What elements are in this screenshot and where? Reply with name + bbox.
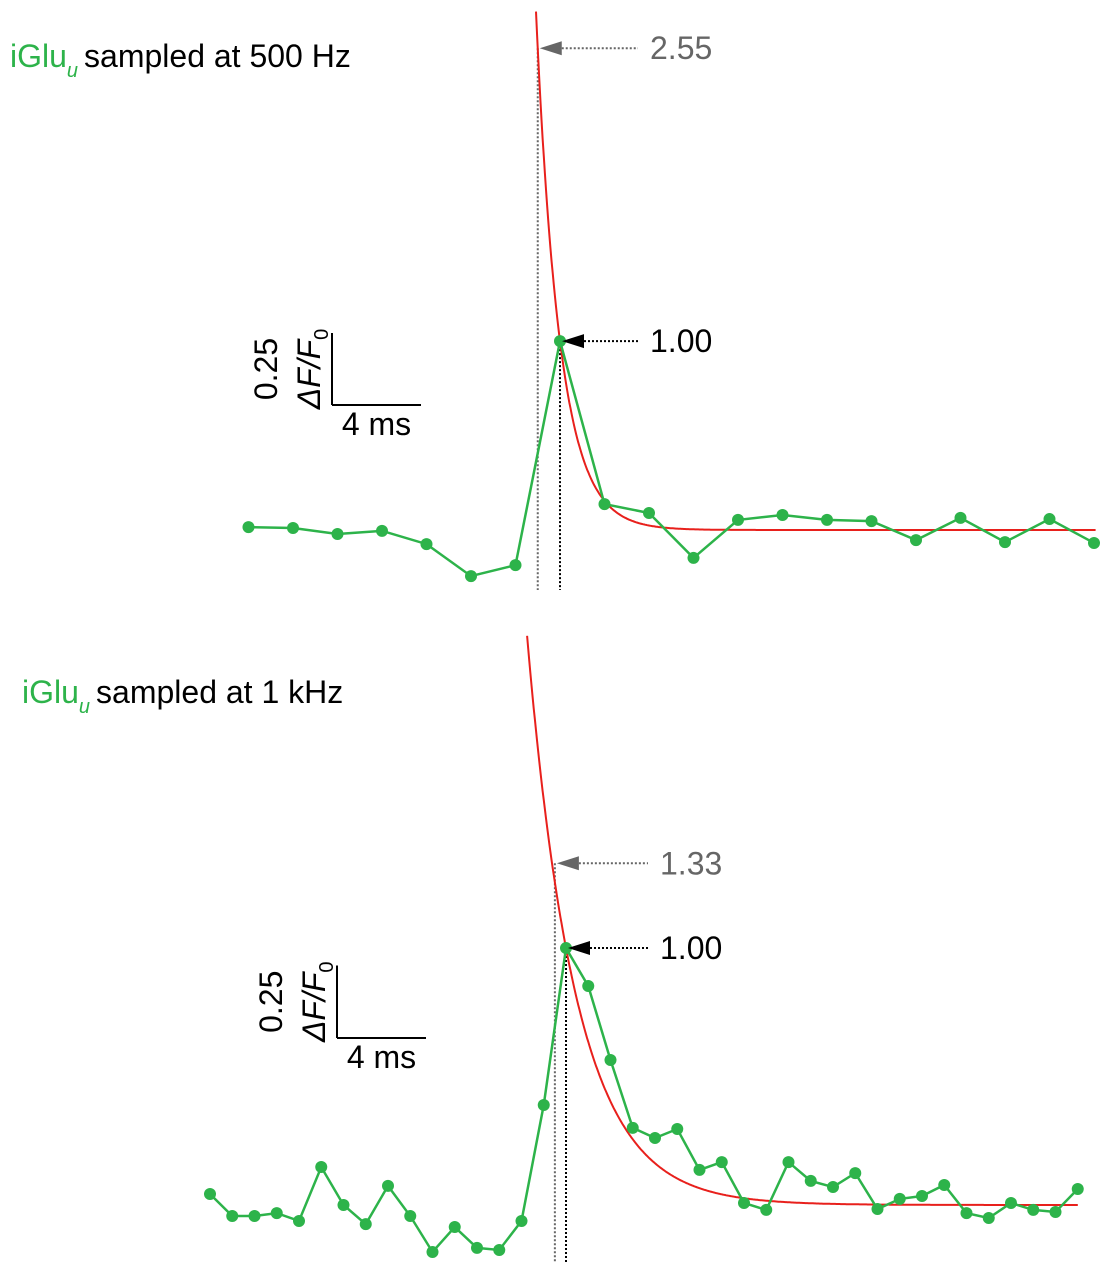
data-point xyxy=(537,1098,550,1111)
title-prefix: iGlu xyxy=(22,674,79,710)
data-point xyxy=(827,1181,839,1194)
data-point xyxy=(1071,1183,1084,1196)
unit-subscript: 0 xyxy=(316,961,338,972)
annotation-label: 1.33 xyxy=(660,845,722,881)
data-point xyxy=(448,1221,461,1234)
annotation-arrow xyxy=(556,856,579,871)
annotation-label: 1.00 xyxy=(650,323,712,359)
data-point xyxy=(315,1161,328,1174)
data-point xyxy=(242,521,255,534)
data-point xyxy=(493,1243,506,1256)
data-point xyxy=(938,1178,951,1191)
data-point xyxy=(804,1174,817,1187)
data-point xyxy=(693,1163,706,1176)
title-subscript: u xyxy=(67,60,78,82)
data-point xyxy=(982,1212,995,1225)
title-text: sampled at 500 Hz xyxy=(84,38,351,74)
annotation-label: 1.00 xyxy=(660,930,722,966)
annotation-arrow xyxy=(562,334,584,349)
data-point xyxy=(1005,1196,1017,1209)
data-point xyxy=(1049,1205,1062,1218)
data-point xyxy=(732,513,744,526)
data-line xyxy=(248,340,1095,578)
data-point xyxy=(270,1207,283,1220)
scale-bar-y-label: 0.25 xyxy=(253,971,289,1033)
fit-curve xyxy=(535,11,1096,531)
panel: iGluu sampled at 1 kHz 1.33 1.00 4 ms 0.25 ΔF/… xyxy=(22,635,1084,1262)
unit-text: ΔF/F xyxy=(296,970,332,1043)
data-point xyxy=(420,538,433,551)
unit-text: ΔF/F xyxy=(291,337,327,410)
data-point xyxy=(687,551,700,564)
annotation-arrow xyxy=(539,41,562,56)
data-point xyxy=(849,1167,862,1180)
data-point xyxy=(582,980,595,993)
data-point xyxy=(248,1210,261,1223)
unit-subscript: 0 xyxy=(311,329,333,340)
data-point xyxy=(960,1207,973,1220)
scale-bar-y-unit: ΔF/F0 xyxy=(296,961,338,1043)
data-point xyxy=(954,511,967,524)
data-point xyxy=(738,1196,750,1209)
fit-curve xyxy=(526,635,1078,1206)
panel-title: iGluu sampled at 500 Hz xyxy=(10,38,351,82)
panel-title: iGluu sampled at 1 kHz xyxy=(22,674,343,718)
data-point xyxy=(1027,1203,1040,1216)
data-point xyxy=(359,1218,372,1231)
data-point xyxy=(604,1054,617,1066)
data-point xyxy=(382,1179,394,1192)
scale-bar-y-label: 0.25 xyxy=(248,338,284,400)
data-point xyxy=(331,528,344,541)
data-point xyxy=(204,1187,216,1200)
scale-bar-x-label: 4 ms xyxy=(347,1039,416,1075)
data-point xyxy=(404,1210,417,1223)
data-point xyxy=(554,335,566,348)
data-point xyxy=(293,1214,305,1227)
data-line xyxy=(209,944,1079,1255)
title-subscript: u xyxy=(79,696,90,718)
data-point xyxy=(916,1190,928,1203)
data-point xyxy=(643,507,655,520)
data-point xyxy=(893,1192,906,1205)
data-point xyxy=(471,1241,483,1254)
panel: iGluu sampled at 500 Hz 2.55 1.00 4 ms 0.25 ΔF… xyxy=(10,11,1100,590)
title-text: sampled at 1 kHz xyxy=(96,674,343,710)
data-point xyxy=(226,1210,239,1223)
data-point xyxy=(465,570,477,583)
data-point xyxy=(865,515,878,528)
title-prefix: iGlu xyxy=(10,38,67,74)
data-point xyxy=(910,534,922,547)
data-point xyxy=(598,498,611,511)
scale-bar-y-unit: ΔF/F0 xyxy=(291,329,333,411)
data-point xyxy=(782,1156,795,1169)
scale-bar-x-label: 4 ms xyxy=(342,406,411,442)
data-point xyxy=(871,1203,884,1216)
data-point xyxy=(821,513,833,526)
data-point xyxy=(426,1245,439,1258)
data-point xyxy=(776,509,789,522)
data-point xyxy=(376,524,388,537)
data-point xyxy=(999,536,1011,549)
data-point xyxy=(1043,513,1056,526)
data-point xyxy=(509,559,522,572)
data-point xyxy=(1088,536,1100,549)
data-point xyxy=(649,1132,661,1145)
data-point xyxy=(671,1123,684,1136)
data-point xyxy=(760,1203,773,1216)
data-point xyxy=(515,1214,528,1227)
data-point xyxy=(287,521,299,534)
annotation-arrow xyxy=(568,941,590,956)
annotation-label: 2.55 xyxy=(650,30,712,66)
data-point xyxy=(337,1199,350,1211)
data-point xyxy=(715,1156,728,1169)
data-point xyxy=(626,1121,639,1134)
data-point xyxy=(560,942,572,955)
